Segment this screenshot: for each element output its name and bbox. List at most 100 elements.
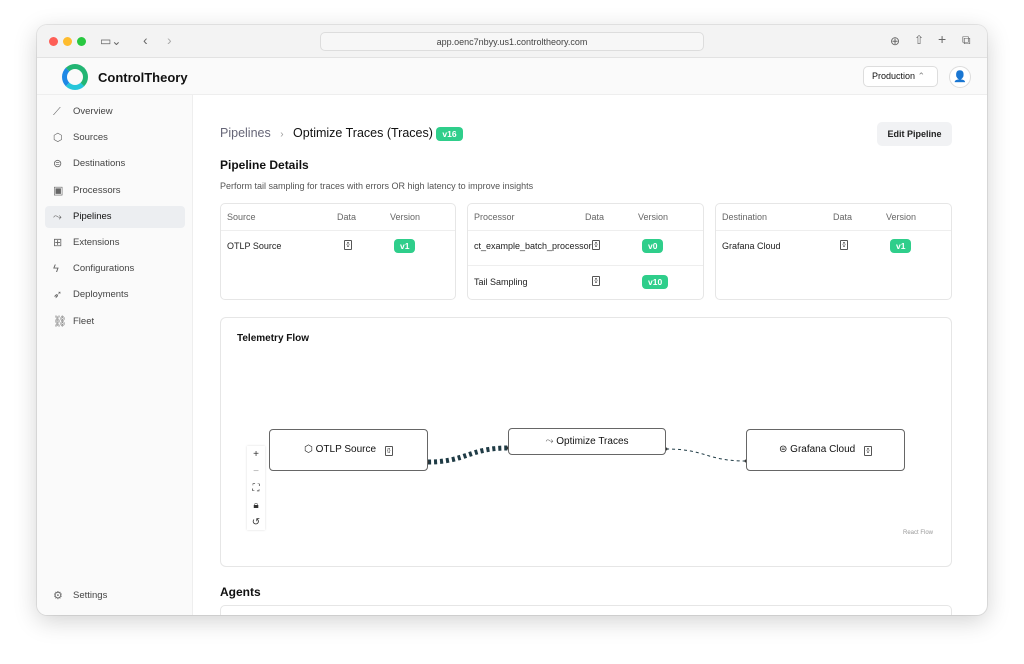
destination-table: Destination Data Version Grafana Cloud {… [715,203,952,300]
lock-button[interactable]: 🔒︎ [253,500,259,511]
version-badge: v1 [890,239,912,253]
sidebar: ⟋ Overview ⬡ Sources ⊜ Destinations ▣ Processor… [37,95,193,615]
brand-name: ControlTheory [98,70,188,85]
sidebar-item-sources[interactable]: ⬡ Sources [45,127,185,149]
sidebar-item-label: Overview [73,106,113,117]
column-header: Version [886,212,917,222]
address-bar[interactable]: app.oenc7nbyy.us1.controltheory.com [320,32,704,51]
agents-heading: Agents [220,585,261,599]
sidebar-item-overview[interactable]: ⟋ Overview [45,101,185,123]
agents-panel [220,605,952,615]
sidebar-item-label: Settings [73,590,108,601]
edge-source-processor [427,445,509,465]
column-header: Data [585,212,605,222]
divider [468,265,703,266]
url-text: app.oenc7nbyy.us1.controltheory.com [436,37,588,47]
flow-node-processor[interactable]: ⤳ Optimize Traces [508,428,666,455]
bolt-icon: ϟ [53,263,59,276]
row-name: Tail Sampling [474,277,528,287]
sidebar-item-configurations[interactable]: ϟ Configurations [45,258,185,280]
page-title: Optimize Traces (Traces) [293,126,433,140]
telemetry-flow-heading: Telemetry Flow [237,333,310,344]
column-header: Data [833,212,853,222]
sidebar-item-label: Pipelines [73,210,112,222]
file-code-icon[interactable]: {} [592,240,600,250]
user-avatar-button[interactable]: 👤 [949,66,971,88]
sidebar-item-settings[interactable]: ⚙ Settings [45,585,185,607]
version-badge: v16 [436,127,463,141]
chart-line-icon: ⟋ [53,106,61,118]
edit-pipeline-button[interactable]: Edit Pipeline [877,122,952,146]
back-icon[interactable]: ‹ [143,32,148,48]
link-icon: ⛓ [53,315,67,328]
sidebar-item-deployments[interactable]: ➶ Deployments [45,284,185,306]
forward-icon[interactable]: › [167,32,172,48]
column-header: Source [227,212,256,222]
sidebar-toggle-icon[interactable]: ▭⌄ [100,34,122,48]
sidebar-item-fleet[interactable]: ⛓ Fleet [45,311,185,333]
sidebar-item-processors[interactable]: ▣ Processors [45,180,185,202]
blocks-icon: ⊞ [53,237,63,249]
new-tab-icon[interactable]: + [938,31,947,47]
download-icon[interactable]: ⊕ [890,34,901,48]
column-header: Processor [474,212,515,222]
version-badge: v0 [642,239,664,253]
cube-icon: ⬡ [304,444,313,455]
flow-controls: + − ⛶ 🔒︎ ↺ [247,446,265,530]
environment-select[interactable]: Production ⌃ [863,66,938,87]
source-table: Source Data Version OTLP Source {} v1 [220,203,456,300]
file-code-icon[interactable]: {} [384,446,393,456]
app-header: ControlTheory Production ⌃ 👤 [37,58,987,95]
close-window-button[interactable] [49,37,58,46]
user-icon: 👤 [953,71,967,83]
share-icon[interactable]: ⇧ [914,33,925,47]
file-code-icon[interactable]: {} [344,240,352,250]
sidebar-item-destinations[interactable]: ⊜ Destinations [45,153,185,175]
breadcrumb-pipelines-link[interactable]: Pipelines [220,126,271,140]
pipeline-description: Perform tail sampling for traces with er… [220,181,534,191]
flow-node-source[interactable]: ⬡ OTLP Source {} [269,429,428,471]
maximize-window-button[interactable] [77,37,86,46]
environment-label: Production [872,71,916,81]
arrow-circle-icon: ⊜ [779,444,788,455]
flow-node-destination[interactable]: ⊜ Grafana Cloud {} [746,429,905,471]
row-name: OTLP Source [227,241,282,251]
minimize-window-button[interactable] [63,37,72,46]
undo-button[interactable]: ↺ [251,517,261,528]
rocket-icon: ➶ [53,289,63,302]
sidebar-item-label: Fleet [73,315,95,327]
breadcrumb-separator-icon: › [280,129,284,140]
row-name: Grafana Cloud [722,241,781,251]
file-code-icon[interactable]: {} [864,446,872,456]
version-badge: v1 [394,239,416,253]
telemetry-flow-panel: Telemetry Flow ⬡ OTLP Source {} ⤳ Optimi… [220,317,952,567]
node-label: Grafana Cloud [790,444,856,455]
controltheory-logo [62,64,88,90]
sidebar-item-label: Configurations [73,263,135,275]
tabs-overview-icon[interactable]: ⧉ [962,33,971,47]
sidebar-item-pipelines[interactable]: ⤳ Pipelines [45,205,185,228]
file-code-icon[interactable]: {} [592,276,600,286]
file-code-icon[interactable]: {} [840,240,848,250]
sidebar-item-label: Extensions [73,237,120,248]
sidebar-item-extensions[interactable]: ⊞ Extensions [45,232,185,254]
divider [468,230,703,231]
zoom-in-button[interactable]: + [253,449,259,460]
cpu-icon: ▣ [53,184,64,197]
chevron-updown-icon: ⌃ [917,71,926,81]
gear-icon: ⚙ [53,590,63,602]
column-header: Version [390,212,421,222]
main-content: Pipelines › Optimize Traces (Traces) v16… [194,95,987,615]
pipeline-icon: ⤳ [545,436,554,447]
column-header: Version [638,212,669,222]
node-label: OTLP Source [315,444,377,455]
browser-toolbar: ▭⌄ ‹ › app.oenc7nbyy.us1.controltheory.c… [37,25,987,58]
sidebar-item-label: Processors [73,184,121,196]
react-flow-attribution[interactable]: React Flow [902,530,933,536]
fit-view-button[interactable]: ⛶ [252,483,260,494]
divider [221,230,455,231]
processor-table: Processor Data Version ct_example_batch_… [467,203,704,300]
zoom-out-button[interactable]: − [253,466,259,477]
pipeline-details-heading: Pipeline Details [220,158,309,172]
row-name: ct_example_batch_processor [474,241,592,251]
